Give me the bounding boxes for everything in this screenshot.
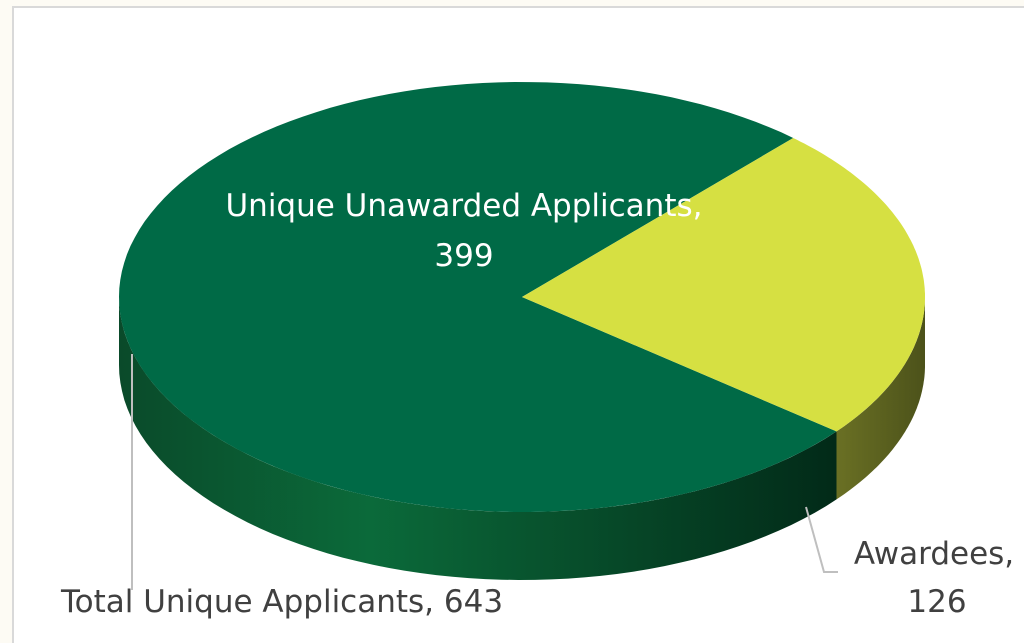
pie-slice-awardees — [522, 138, 925, 432]
unawarded-label-line1: Unique Unawarded Applicants, — [225, 188, 702, 224]
pie-side-unawarded — [119, 297, 837, 580]
chart-frame: Unique Unawarded Applicants, 399 Awardee… — [12, 6, 1024, 643]
awardees-label-line2: 126 — [907, 584, 966, 620]
unawarded-label-line2: 399 — [434, 238, 493, 274]
awardees-leader-line — [805, 506, 838, 573]
awardees-label-line1: Awardees, — [854, 536, 1014, 572]
pie-slice-unawarded — [119, 82, 837, 512]
total-label: Total Unique Applicants, 643 — [60, 584, 503, 620]
pie-side-awardees — [836, 297, 925, 500]
pie-chart: Unique Unawarded Applicants, 399 Awardee… — [60, 82, 1014, 620]
